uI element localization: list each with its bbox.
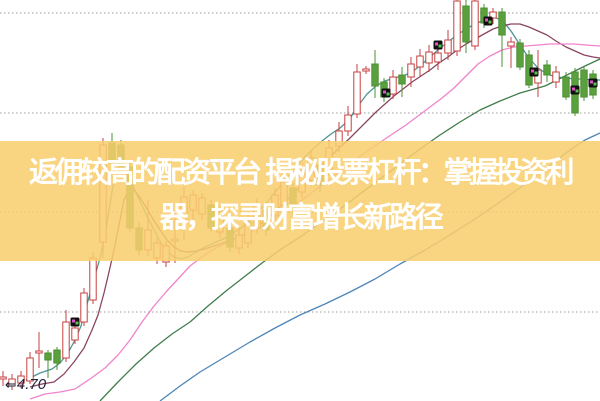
candle-body-up: [552, 71, 560, 83]
candle-body-up: [8, 378, 16, 387]
signal-marker-dot: [531, 69, 534, 73]
candle-body-up: [35, 350, 43, 354]
candle-body-up: [434, 52, 442, 63]
candle-body-up: [62, 321, 70, 359]
signal-marker-dot: [590, 80, 593, 84]
candle-body-up: [453, 0, 461, 52]
candle-body-up: [344, 114, 352, 132]
candle-body-down: [44, 352, 52, 361]
candle-body-down: [562, 76, 570, 98]
candle-body-down: [398, 74, 406, 85]
candle-body-down: [53, 349, 61, 364]
candle-body-down: [580, 69, 588, 98]
price-value: 4.70: [16, 376, 47, 393]
signal-marker-dot: [438, 44, 442, 48]
signal-marker-dot: [383, 90, 386, 94]
candle-body-up: [425, 51, 433, 64]
signal-marker-dot: [75, 321, 79, 325]
candle-body-up: [162, 245, 170, 263]
signal-marker-dot: [593, 82, 597, 86]
signal-marker-dot: [72, 319, 75, 323]
candle-body-up: [353, 71, 361, 115]
candle-body-up: [444, 39, 452, 54]
candle-body-up: [389, 76, 397, 95]
candle-body-up: [407, 63, 415, 78]
candle-body-down: [543, 64, 551, 76]
candle-body-up: [335, 130, 343, 147]
candle-body-up: [416, 55, 424, 68]
candle-body-down: [371, 63, 379, 87]
signal-marker-dot: [575, 89, 579, 93]
candle-body-down: [498, 11, 506, 36]
signal-marker-dot: [386, 92, 390, 96]
price-label: ⇐ 4.70: [5, 376, 46, 393]
signal-marker-dot: [435, 42, 438, 46]
banner-headline-line-2: 器，探寻财富增长新路径: [159, 200, 444, 234]
candle-body-up: [80, 292, 88, 323]
candle-body-up: [507, 41, 515, 47]
candle-body-up: [362, 68, 370, 72]
left-arrow-icon: ⇐: [5, 376, 16, 392]
candle-body-up: [489, 11, 497, 19]
signal-marker-dot: [488, 20, 492, 24]
candle-body-up: [26, 357, 34, 382]
signal-marker-dot: [572, 87, 575, 91]
candle-body-up: [17, 375, 25, 384]
candle-body-up: [471, 0, 479, 47]
candle-body-down: [516, 42, 524, 68]
signal-marker-dot: [485, 18, 488, 22]
banner-headline-line-1: 返佣较高的配资平台 揭秘股票杠杆：掌握投资利: [28, 155, 575, 189]
signal-marker-dot: [534, 71, 538, 75]
candle-body-down: [462, 5, 470, 43]
banner-headline: 返佣较高的配资平台 揭秘股票杠杆：掌握投资利 器，探寻财富增长新路径: [0, 150, 600, 240]
candle-body-up: [153, 242, 161, 259]
candle-body-up: [71, 327, 79, 341]
candle-body-up: [89, 257, 97, 301]
candle-body-up: [0, 376, 7, 380]
